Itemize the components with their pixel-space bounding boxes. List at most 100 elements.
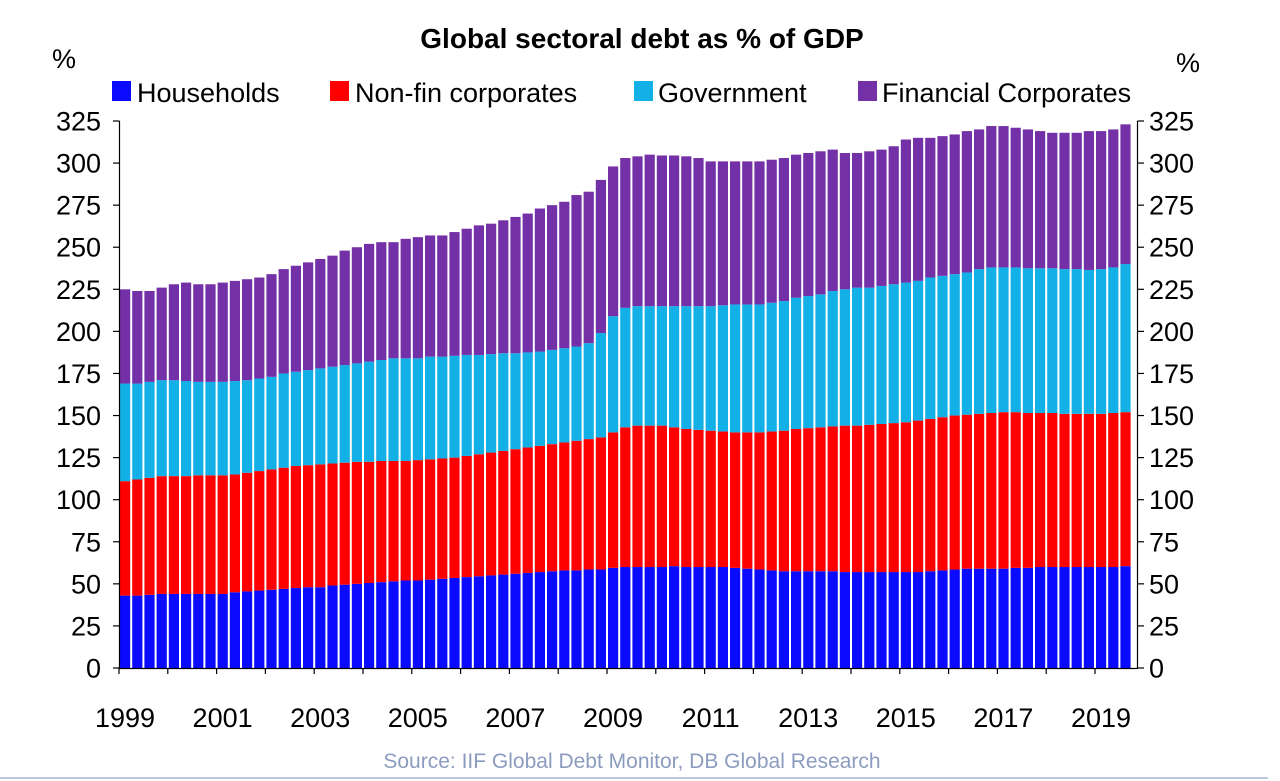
bar-non-fin-corporates [632, 425, 643, 568]
bar-households [754, 569, 765, 668]
bar-government [412, 358, 423, 461]
bar-government [449, 355, 460, 458]
bar-financial-corporates [937, 136, 948, 276]
bar-non-fin-corporates [705, 430, 716, 568]
x-tick-label: 2005 [388, 703, 448, 733]
bar-financial-corporates [1108, 129, 1119, 268]
bar-households [290, 588, 301, 668]
bar-non-fin-corporates [827, 426, 838, 572]
bar-households [205, 593, 216, 668]
bar-government [876, 285, 887, 424]
bar-financial-corporates [1022, 129, 1033, 269]
bar-financial-corporates [827, 149, 838, 291]
bar-financial-corporates [949, 134, 960, 275]
bar-government [815, 294, 826, 428]
bar-government [120, 383, 131, 482]
bar-government [888, 284, 899, 424]
bar-government [986, 267, 997, 414]
bar-households [839, 572, 850, 668]
bar-households [864, 572, 875, 668]
bar-households [1096, 567, 1107, 668]
bar-government [705, 306, 716, 431]
bar-financial-corporates [632, 156, 643, 307]
bar-households [412, 580, 423, 668]
bar-financial-corporates [522, 213, 533, 353]
bar-households [925, 571, 936, 668]
y-tick-label-right: 150 [1149, 401, 1194, 431]
bar-non-fin-corporates [791, 429, 802, 572]
bar-non-fin-corporates [534, 445, 545, 573]
bar-households [876, 572, 887, 668]
bar-non-fin-corporates [327, 463, 338, 586]
bar-government [168, 380, 179, 477]
y-tick-label-left: 150 [56, 401, 101, 431]
bar-households [778, 571, 789, 668]
bar-financial-corporates [705, 161, 716, 307]
y-tick-label-left: 175 [56, 359, 101, 389]
bar-government [742, 304, 753, 433]
bar-government [669, 306, 680, 428]
bar-financial-corporates [961, 131, 972, 273]
bar-government [1096, 269, 1107, 414]
bar-government [290, 371, 301, 467]
bar-non-fin-corporates [254, 471, 265, 591]
x-tick-label: 2011 [682, 703, 740, 733]
bar-financial-corporates [791, 154, 802, 298]
bar-financial-corporates [693, 158, 704, 307]
bar-financial-corporates [315, 259, 326, 369]
bar-households [278, 588, 289, 668]
bar-non-fin-corporates [620, 427, 631, 568]
bar-financial-corporates [986, 126, 997, 268]
y-tick-label-left: 125 [56, 443, 101, 473]
x-tick-label: 2009 [583, 703, 643, 733]
bar-financial-corporates [742, 161, 753, 305]
series-households [120, 566, 1131, 668]
bar-households [364, 583, 375, 668]
bar-households [254, 590, 265, 668]
bar-financial-corporates [290, 265, 301, 372]
bar-financial-corporates [1047, 132, 1058, 269]
bar-government [510, 353, 521, 450]
bar-households [620, 567, 631, 668]
bar-non-fin-corporates [290, 466, 301, 589]
bar-households [547, 571, 558, 668]
bar-financial-corporates [437, 235, 448, 357]
bar-households [1022, 567, 1033, 668]
bar-households [888, 572, 899, 668]
bar-financial-corporates [1083, 131, 1094, 270]
bar-households [937, 570, 948, 668]
bar-households [656, 567, 667, 668]
bar-households [400, 580, 411, 668]
bar-households [608, 567, 619, 668]
bar-financial-corporates [888, 146, 899, 285]
y-tick-label-right: 50 [1149, 569, 1179, 599]
bar-financial-corporates [900, 139, 911, 283]
bar-non-fin-corporates [339, 462, 350, 585]
bar-government [583, 343, 594, 440]
bar-non-fin-corporates [608, 432, 619, 568]
bar-government [656, 306, 667, 426]
bar-households [717, 567, 728, 668]
bar-households [351, 583, 362, 668]
bar-households [510, 573, 521, 668]
bar-government [827, 290, 838, 427]
x-tick-label: 2015 [876, 703, 936, 733]
bar-households [144, 594, 155, 668]
bar-financial-corporates [364, 243, 375, 362]
bar-government [620, 307, 631, 428]
bar-non-fin-corporates [168, 476, 179, 594]
bar-non-fin-corporates [839, 425, 850, 573]
bar-financial-corporates [461, 228, 472, 355]
bar-government [437, 356, 448, 459]
x-tick-label: 2017 [973, 703, 1033, 733]
legend-label-financial-corporates: Financial Corporates [882, 78, 1131, 108]
x-tick-label: 2019 [1071, 703, 1131, 733]
bar-financial-corporates [144, 290, 155, 382]
bar-non-fin-corporates [144, 477, 155, 595]
plot-area [120, 124, 1131, 668]
bar-non-fin-corporates [803, 428, 814, 572]
bar-non-fin-corporates [961, 414, 972, 569]
legend-label-households: Households [137, 78, 280, 108]
bar-financial-corporates [376, 242, 387, 360]
